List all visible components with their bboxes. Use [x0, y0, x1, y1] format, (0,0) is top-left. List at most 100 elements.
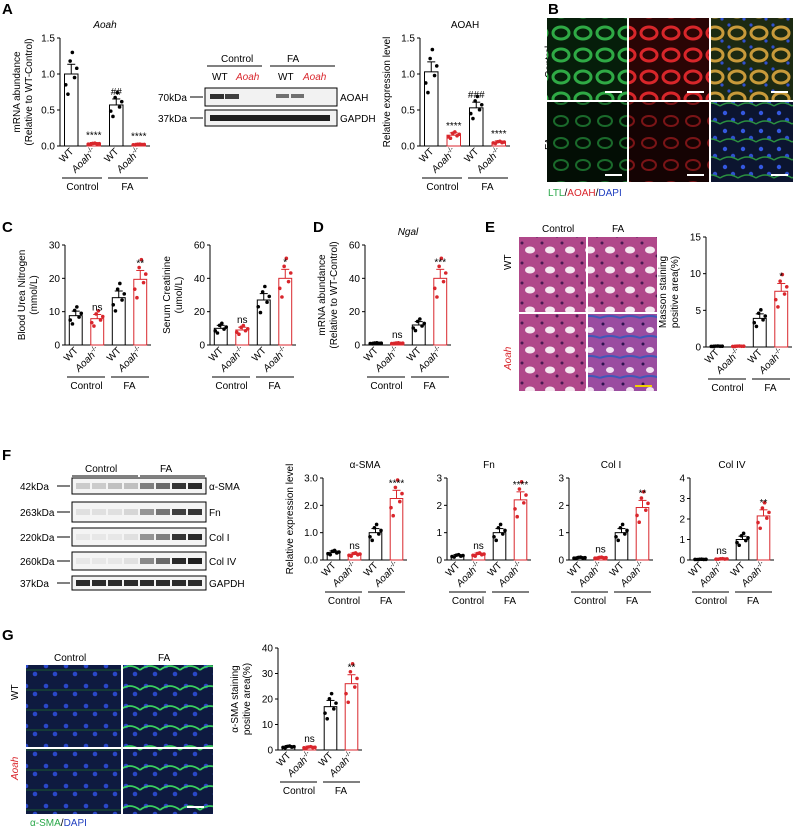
chart-ngal-sig-3: *** — [434, 257, 446, 268]
chart-fn-point-3-1 — [515, 514, 519, 519]
chart-asma-point-3-5 — [400, 491, 404, 496]
panel-label-a: A — [2, 1, 13, 18]
chart-aoah_protein-ticklabel-0: 0.0 — [401, 142, 415, 153]
if-b-merge-control — [711, 18, 793, 100]
chart-scr-point-3-0 — [277, 286, 282, 291]
chart-aoah_protein-group-control: Control — [426, 182, 458, 193]
chart-aoah_mrna: 0.0 0.5 1.0 1.5 Aoah mRNA abundance (Relative … — [12, 20, 150, 193]
blot-f-band-4-3 — [124, 580, 138, 586]
chart-aoah_protein-point-1-1 — [448, 136, 453, 141]
chart-masson-group-control: Control — [711, 383, 743, 394]
chart-aoah_protein-point-2-4 — [477, 107, 482, 112]
chart-ngal-point-2-2 — [415, 319, 420, 324]
if-g-col-control: Control — [54, 653, 86, 664]
chart-aoah_mrna-sig-1: **** — [86, 131, 102, 142]
chart-fn-group-control: Control — [452, 596, 484, 607]
chart-fn-ticklabel-1: 1 — [436, 528, 442, 539]
chart-col1-point-3-4 — [644, 508, 648, 512]
chart-ngal-point-3-3 — [439, 256, 444, 261]
chart-fn-ticklabel-0: 0 — [436, 556, 442, 567]
if-b-ltl-control — [547, 18, 627, 100]
blot-f-band-3-1 — [92, 558, 106, 564]
chart-asma-point-1-1 — [349, 554, 354, 558]
chart-fn-point-3-5 — [524, 493, 528, 497]
chart-aoah_protein-xlabel-3: Aoah-/- — [473, 145, 504, 176]
blot-f-band-0-7 — [188, 483, 202, 489]
chart-aoah_mrna-ticklabel-1: 0.5 — [41, 106, 55, 117]
chart-ngal-point-3-0 — [432, 286, 437, 291]
chart-scr-ticklabel-3: 60 — [194, 241, 206, 252]
chart-asma_stain-point-1-5 — [313, 745, 317, 750]
blot-f-marker-2: 220kDa — [20, 533, 55, 544]
chart-masson-point-2-4 — [761, 318, 765, 322]
chart-asma-point-2-1 — [370, 538, 375, 543]
legend-sep1: / — [565, 188, 568, 199]
chart-bun-point-1-5 — [100, 314, 105, 319]
chart-ngal-ticklabel-3: 60 — [349, 241, 361, 252]
blot-a-group-control: Control — [221, 54, 253, 65]
chart-col4-point-2-1 — [737, 543, 741, 548]
chart-asma_stain-point-3-1 — [346, 700, 351, 705]
chart-asma-point-2-3 — [374, 522, 379, 527]
chart-aoah_mrna-xlabel-3: Aoah-/- — [113, 145, 144, 176]
chart-aoah_mrna-point-3-5 — [142, 142, 147, 147]
blot-f-band-3-2 — [108, 558, 122, 564]
chart-aoah_mrna-point-0-0 — [63, 83, 68, 87]
blot-f-band-4-2 — [108, 580, 122, 586]
blot-f-band-4-7 — [188, 580, 202, 586]
chart-aoah_protein-xlabel-2: WT — [463, 146, 482, 165]
chart-aoah_mrna-ticklabel-3: 1.5 — [41, 34, 55, 45]
chart-aoah_protein-ticklabel-3: 1.5 — [401, 34, 415, 45]
blot-f-band-3-7 — [188, 558, 202, 564]
blot-f-band-1-5 — [156, 509, 170, 515]
chart-masson-group-fa: FA — [764, 383, 777, 394]
blot-f-strip-4 — [71, 575, 207, 591]
chart-scr-group-fa: FA — [268, 381, 281, 392]
chart-asma: 0.0 1.0 2.0 3.0 α-SMA Relative expression lev… — [285, 460, 407, 607]
chart-asma_stain-point-3-2 — [348, 669, 353, 674]
chart-scr-point-1-5 — [245, 327, 250, 331]
chart-aoah_protein-point-3-5 — [502, 140, 507, 144]
chart-aoah_mrna-ylabel2: (Relative to WT-Control) — [24, 38, 35, 145]
chart-asma-sig-3: **** — [389, 478, 405, 489]
chart-col4-point-3-1 — [758, 526, 762, 531]
if-g-legend: α-SMA/DAPI — [30, 818, 87, 827]
chart-bun-point-3-2 — [137, 265, 141, 270]
chart-asma-point-2-4 — [377, 532, 381, 536]
blot-f-marker-1: 263kDa — [20, 508, 55, 519]
blot-f-band-2-4 — [140, 534, 154, 540]
chart-col4-point-3-2 — [760, 506, 765, 510]
chart-aoah_protein-group-fa: FA — [481, 182, 494, 193]
chart-asma_stain-point-3-5 — [355, 676, 359, 681]
blot-f-band-1-3 — [124, 509, 138, 515]
chart-bun-point-3-0 — [132, 287, 137, 291]
chart-masson-point-3-0 — [773, 297, 778, 302]
chart-col4-ticklabel-0: 0 — [679, 556, 685, 567]
chart-asma_stain-point-2-1 — [325, 716, 330, 721]
chart-masson-ticklabel-3: 15 — [690, 233, 702, 244]
chart-masson-ticklabel-0: 0 — [695, 343, 701, 354]
chart-scr-xlabel-3: Aoah-/- — [260, 344, 291, 375]
blot-f-marker-3: 260kDa — [20, 557, 55, 568]
blot-f-band-0-2 — [108, 483, 122, 489]
panel-label-e: E — [485, 219, 495, 236]
blot-f-strip-2 — [71, 527, 207, 547]
chart-asma_stain-group-control: Control — [283, 786, 315, 797]
chart-asma_stain-point-2-3 — [329, 691, 334, 696]
masson-col-control: Control — [542, 224, 574, 235]
chart-asma_stain-point-2-4 — [332, 707, 336, 711]
panel-label-b: B — [548, 1, 559, 18]
blot-f-band-1-6 — [172, 509, 186, 515]
blot-f-band-4-6 — [172, 580, 186, 586]
chart-col4-point-3-3 — [762, 500, 767, 505]
chart-aoah_mrna-ylabel: mRNA abundance — [12, 51, 23, 133]
panel-label-d: D — [313, 219, 324, 236]
chart-scr-point-0-1 — [215, 331, 220, 335]
chart-fn-sig-3: **** — [513, 480, 529, 491]
chart-asma_stain-point-3-0 — [344, 691, 348, 696]
chart-ngal-point-2-5 — [422, 321, 427, 326]
chart-asma-sig-1: ns — [349, 541, 360, 552]
